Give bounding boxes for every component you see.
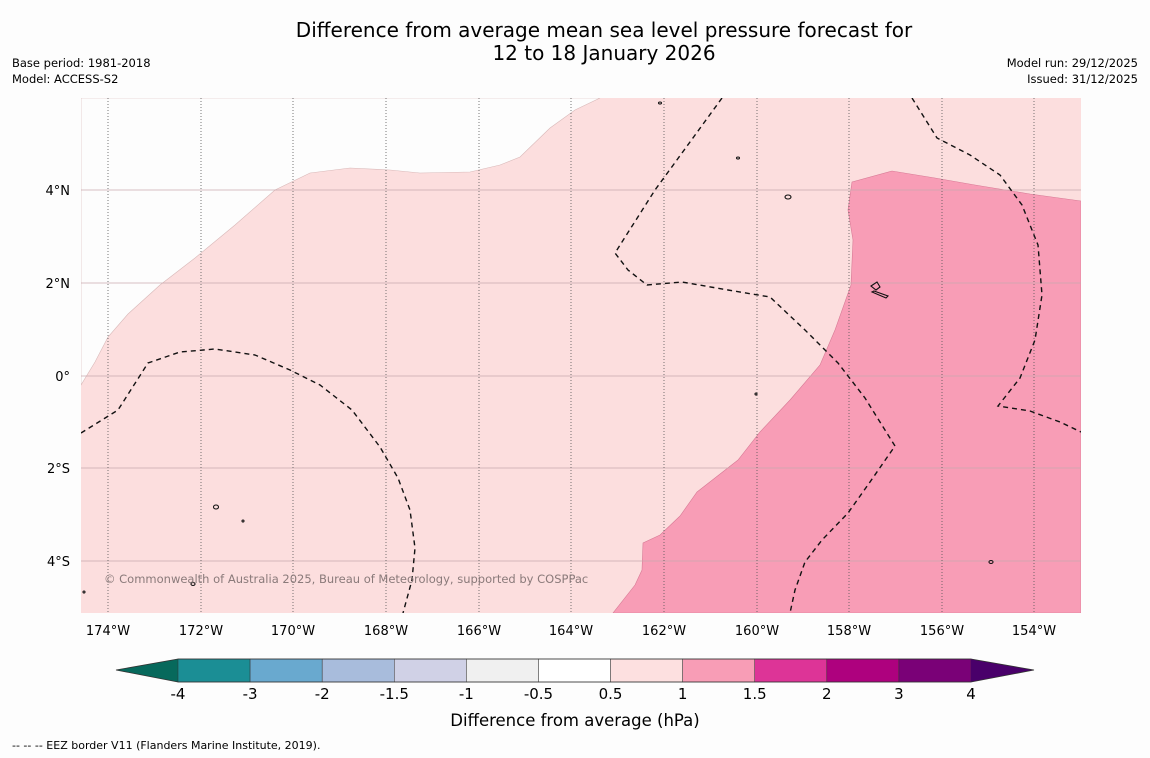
model-text: Model: ACCESS-S2	[12, 72, 119, 86]
colorbar-arrow-max	[971, 659, 1034, 682]
colorbar-tick-label: 1	[678, 685, 688, 703]
colorbar-segment	[898, 658, 972, 683]
colorbar-segment	[538, 658, 611, 683]
lon-label: 154°W	[1012, 624, 1056, 639]
map-title: Difference from average mean sea level p…	[200, 19, 1008, 65]
lon-label: 160°W	[735, 624, 779, 639]
colorbar-arrow-min	[116, 659, 178, 682]
lat-label: 2°S	[47, 462, 70, 477]
colorbar-segment	[466, 658, 539, 683]
longitude-labels: 174°W 172°W 170°W 168°W 166°W 164°W 162°…	[86, 624, 1056, 639]
lon-label: 166°W	[457, 624, 501, 639]
eez-border-west	[81, 348, 416, 613]
colorbar-segment	[394, 658, 467, 683]
colorbar-tick-label: -1.5	[380, 685, 409, 703]
longitude-gridlines	[107, 98, 1035, 613]
colorbar-tick-label: -3	[243, 685, 258, 703]
islands	[82, 101, 994, 594]
lon-label: 164°W	[549, 624, 593, 639]
base-period-text: Base period: 1981-2018	[12, 56, 151, 70]
island	[784, 194, 792, 200]
copyright-text: © Commonwealth of Australia 2025, Bureau…	[104, 572, 588, 586]
latitude-gridlines	[81, 189, 1081, 562]
island	[241, 519, 245, 523]
eez-border-central	[614, 98, 896, 613]
model-run-text: Model run: 29/12/2025	[1006, 56, 1138, 70]
issued-text: Issued: 31/12/2025	[1027, 72, 1138, 86]
lon-label: 172°W	[179, 624, 223, 639]
lat-label: 4°S	[47, 555, 70, 570]
colorbar-segment	[682, 658, 755, 683]
colorbar-outline	[115, 658, 1035, 683]
colorbar-segment	[610, 658, 683, 683]
lon-label: 170°W	[271, 624, 315, 639]
base-info: Base period: 1981-2018 Model: ACCESS-S2	[12, 55, 151, 87]
eez-border-east	[911, 98, 1081, 433]
island	[870, 281, 881, 291]
lat-label: 0°	[55, 370, 70, 385]
colorbar-segment	[321, 658, 395, 683]
island	[735, 156, 741, 160]
lon-label: 174°W	[86, 624, 130, 639]
map-title-line-2: 12 to 18 January 2026	[492, 41, 716, 65]
colorbar-tick-label: 0.5	[599, 685, 623, 703]
lon-label: 158°W	[827, 624, 871, 639]
anomaly-band-high	[612, 170, 1081, 613]
eez-legend: -- -- -- EEZ border V11 (Flanders Marine…	[12, 739, 321, 752]
colorbar-tick-label: -4	[171, 685, 186, 703]
island	[190, 581, 196, 587]
run-info: Model run: 29/12/2025 Issued: 31/12/2025	[1007, 55, 1138, 87]
island	[988, 559, 994, 565]
colorbar-tick-label: 2	[822, 685, 832, 703]
latitude-labels: 4°N 2°N 0° 2°S 4°S	[46, 184, 71, 570]
map-area	[81, 98, 1081, 613]
lat-label: 2°N	[46, 277, 71, 292]
eez-borders	[81, 98, 1081, 613]
colorbar-segment	[754, 658, 828, 683]
map-title-line-1: Difference from average mean sea level p…	[295, 18, 913, 42]
colorbar-tick-label: 3	[894, 685, 904, 703]
island	[657, 101, 663, 105]
lon-label: 162°W	[642, 624, 686, 639]
island	[870, 290, 890, 299]
lat-label: 4°N	[46, 184, 71, 199]
colorbar-label: Difference from average (hPa)	[450, 711, 699, 730]
island	[754, 392, 758, 396]
colorbar-tick-label: -2	[315, 685, 330, 703]
colorbar-segment	[249, 658, 323, 683]
near-average-region	[81, 98, 601, 386]
colorbar-tick-label: -1	[459, 685, 474, 703]
colorbar-tick-label: 1.5	[743, 685, 767, 703]
island	[82, 590, 86, 594]
lon-label: 156°W	[920, 624, 964, 639]
colorbar-segment	[177, 658, 251, 683]
lon-label: 168°W	[364, 624, 408, 639]
island	[212, 504, 220, 510]
colorbar-tick-label: 4	[966, 685, 976, 703]
colorbar-tick-label: -0.5	[524, 685, 553, 703]
colorbar-segment	[826, 658, 900, 683]
colorbar: -4 -3 -2 -1.5 -1 -0.5 0.5 1 1.5 2 3 4 Difference fr…	[115, 658, 1035, 730]
